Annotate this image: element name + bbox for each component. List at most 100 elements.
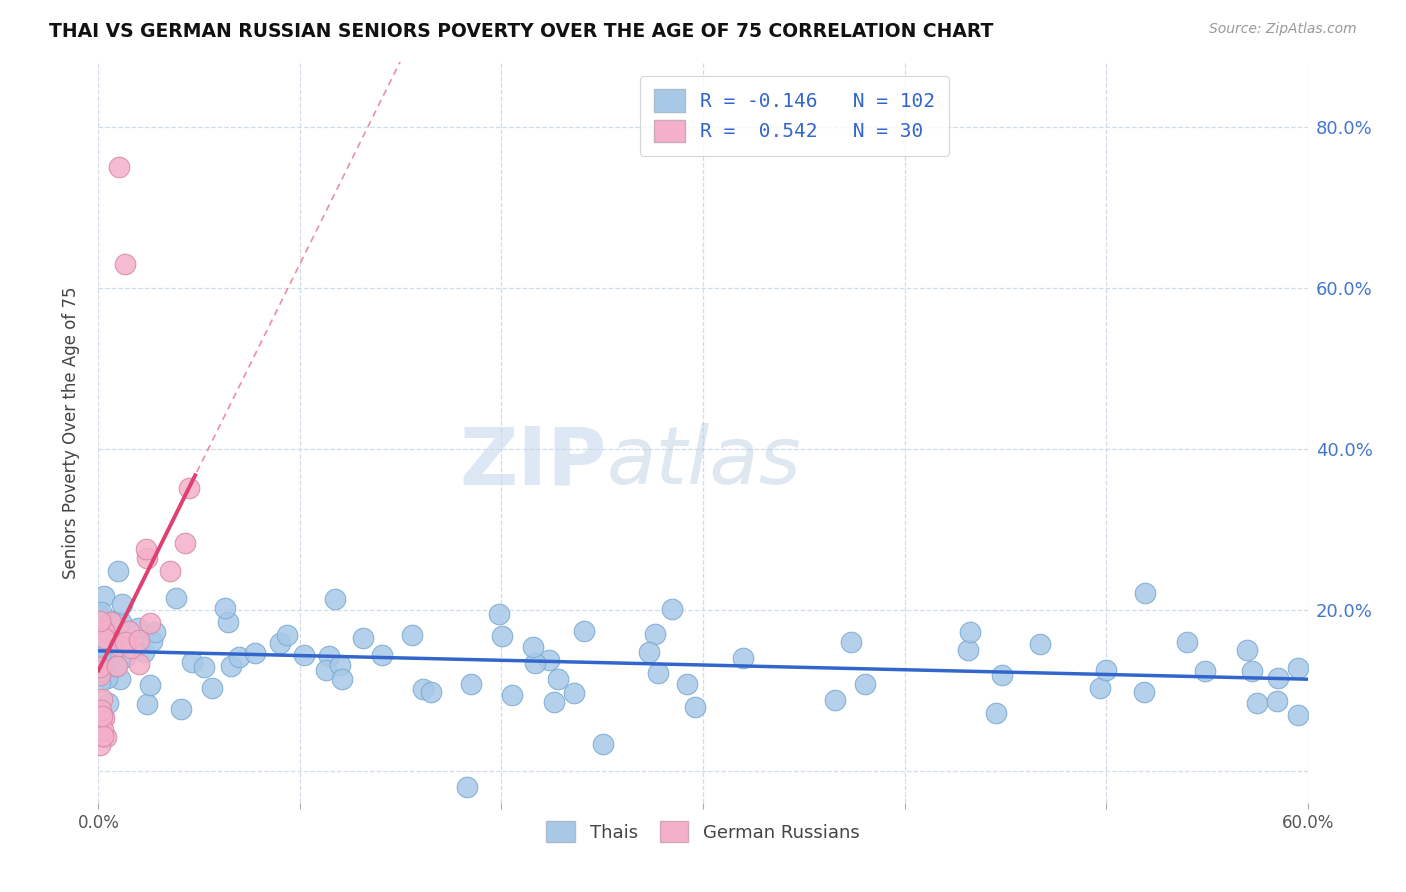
Point [114,649,136,664]
Point [228,649,250,664]
Point [638,644,661,658]
Point [330,672,353,686]
Point [91,658,114,673]
Point [1267,671,1289,685]
Point [318,649,340,664]
Point [214,600,236,615]
Point [523,656,546,670]
Point [89,738,111,752]
Point [1029,636,1052,650]
Point [97,696,120,710]
Point [538,653,561,667]
Point [522,640,544,654]
Point [143,624,166,639]
Point [592,737,614,751]
Point [1133,586,1156,600]
Point [114,257,136,271]
Y-axis label: Seniors Poverty Over the Age of 75: Seniors Poverty Over the Age of 75 [62,286,80,579]
Point [89,609,111,624]
Point [100,615,122,630]
Point [456,780,478,794]
Point [114,635,136,649]
Point [89,665,111,679]
Point [127,621,149,635]
Point [201,681,224,696]
Text: THAI VS GERMAN RUSSIAN SENIORS POVERTY OVER THE AGE OF 75 CORRELATION CHART: THAI VS GERMAN RUSSIAN SENIORS POVERTY O… [49,22,994,41]
Point [93,624,115,639]
Point [562,686,585,700]
Point [89,650,111,665]
Point [173,536,195,550]
Point [986,706,1008,721]
Point [420,685,443,699]
Point [217,615,239,629]
Point [292,648,315,663]
Point [90,707,112,722]
Point [96,632,118,646]
Point [138,616,160,631]
Point [733,651,755,665]
Point [93,711,115,725]
Point [501,688,523,702]
Point [371,648,394,663]
Point [853,676,876,690]
Point [957,643,980,657]
Point [683,699,706,714]
Point [243,646,266,660]
Point [170,702,193,716]
Point [1088,681,1111,695]
Point [107,160,129,174]
Point [959,625,981,640]
Point [1267,694,1289,708]
Point [165,591,187,606]
Point [181,655,204,669]
Point [93,631,115,645]
Point [139,678,162,692]
Point [90,664,112,678]
Point [572,624,595,639]
Point [141,634,163,648]
Point [177,481,200,495]
Point [401,628,423,642]
Point [89,668,111,682]
Point [98,653,121,667]
Point [110,615,132,630]
Point [219,658,242,673]
Point [990,668,1012,682]
Point [111,597,134,611]
Point [94,639,117,653]
Text: ZIP: ZIP [458,423,606,501]
Point [90,703,112,717]
Point [132,644,155,658]
Point [491,629,513,643]
Legend: Thais, German Russians: Thais, German Russians [538,814,868,849]
Point [89,634,111,648]
Point [100,623,122,637]
Point [1095,664,1118,678]
Point [108,639,131,653]
Point [89,614,111,628]
Point [1246,696,1268,710]
Point [543,696,565,710]
Text: atlas: atlas [606,423,801,501]
Point [647,666,669,681]
Point [1194,664,1216,678]
Point [460,677,482,691]
Point [323,592,346,607]
Point [128,632,150,647]
Point [1132,685,1154,699]
Point [135,550,157,565]
Point [110,672,132,686]
Point [547,673,569,687]
Point [118,624,141,639]
Point [661,602,683,616]
Point [93,729,115,743]
Point [107,564,129,578]
Point [193,660,215,674]
Point [89,619,111,633]
Point [89,660,111,674]
Point [105,659,128,673]
Point [315,664,337,678]
Point [94,730,117,744]
Point [101,614,124,628]
